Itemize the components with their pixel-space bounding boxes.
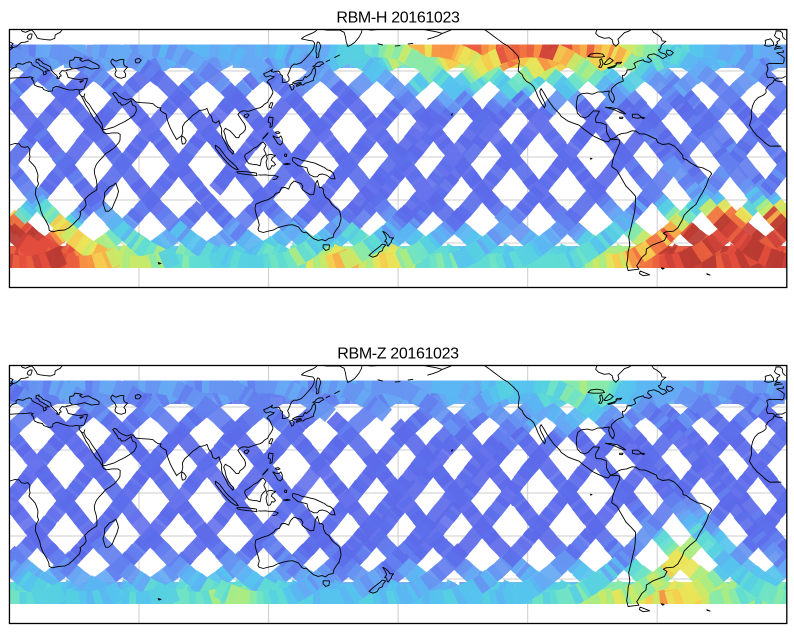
svg-text:RBM-H 20161023: RBM-H 20161023 [336, 10, 460, 27]
svg-text:RBM-Z 20161023: RBM-Z 20161023 [337, 346, 459, 363]
